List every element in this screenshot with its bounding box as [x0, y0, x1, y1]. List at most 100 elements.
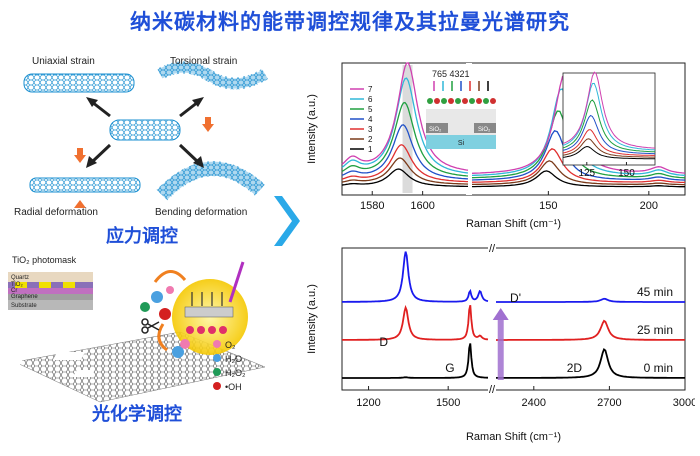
plot-frame	[341, 62, 686, 196]
uniaxial-tube	[23, 73, 135, 93]
plot-frame	[341, 247, 686, 391]
laser-beam	[228, 261, 245, 303]
stack-layer-label: Graphene	[11, 294, 38, 300]
series-line	[472, 148, 685, 184]
series-line	[342, 343, 488, 379]
series-line	[341, 62, 469, 171]
chem-legend-dot	[213, 382, 221, 390]
schematic-atom	[476, 98, 482, 104]
series-line	[342, 304, 489, 341]
x-tick-label: 1580	[360, 200, 384, 212]
y-axis-label: Intensity (a.u.)	[306, 94, 318, 164]
shift-highlight	[402, 65, 413, 193]
legend-label: 5	[368, 105, 373, 114]
schematic-layer-label: SiO₂	[478, 127, 491, 133]
inset-line	[562, 99, 656, 153]
inset-tick-label: 125	[578, 168, 595, 179]
page-title: 纳米碳材料的能带调控规律及其拉曼光谱研究	[130, 10, 570, 34]
strain-heading: 应力调控	[106, 226, 178, 247]
inset-tick-label: 150	[618, 168, 635, 179]
x-tick-label: 2700	[597, 397, 621, 409]
legend-label: 4	[368, 115, 373, 124]
chem-legend-label: H₂O	[225, 354, 242, 364]
peak-label-2D: 2D	[567, 361, 583, 375]
inset-line	[562, 114, 656, 155]
series-line	[471, 130, 686, 181]
schematic-atom	[462, 98, 468, 104]
series-label: 45 min	[637, 285, 673, 299]
schematic-atom	[448, 98, 454, 104]
series-line	[341, 101, 469, 177]
hv-label: hν	[244, 260, 255, 271]
series-line	[342, 251, 489, 303]
axis-break	[488, 245, 496, 393]
peak-label-Dprime: D'	[510, 291, 521, 305]
schematic-atom	[441, 98, 447, 104]
series-line	[341, 157, 469, 185]
series-line	[496, 297, 685, 303]
schematic-sio2	[426, 123, 448, 133]
stack-layer-label: Cr	[11, 288, 17, 294]
schematic-layer-label: SiO₂	[429, 127, 442, 133]
uniaxial-label: Uniaxial strain	[32, 56, 95, 67]
bending-label: Bending deformation	[155, 207, 248, 218]
schematic-atom	[469, 98, 475, 104]
x-tick-label: 150	[539, 200, 557, 212]
chem-legend-label: H₂O₂	[225, 368, 246, 378]
series-line	[341, 144, 468, 183]
torsional-tube	[157, 61, 269, 90]
axis-break-mark: //	[489, 243, 496, 255]
series-line	[496, 347, 685, 379]
legend-label: 3	[368, 125, 373, 134]
x-tick-label: 1500	[436, 397, 460, 409]
legend-label: 1	[368, 145, 373, 154]
radial-label: Radial deformation	[14, 207, 98, 218]
series-line	[341, 168, 468, 188]
torsional-label: Torsional strain	[170, 56, 238, 67]
stack-layer-label: Substrate	[11, 303, 37, 309]
chart-bottom: // // Intensity (a.u.) Raman Shift (cm⁻¹) 12…	[306, 243, 695, 443]
schematic-atom	[455, 98, 461, 104]
chart-top: Intensity (a.u.)Raman Shift (cm⁻¹)1580 16…	[306, 62, 686, 230]
schematic-si	[426, 135, 496, 149]
schematic-atom	[490, 98, 496, 104]
peak-label-G: G	[445, 361, 454, 375]
x-tick-label: 200	[640, 200, 658, 212]
x-tick-label: 3000	[673, 397, 695, 409]
radial-tube	[29, 177, 141, 193]
series-line	[472, 170, 685, 188]
legend-label: 2	[368, 135, 373, 144]
inset-frame	[562, 72, 656, 166]
x-axis-label: Raman Shift (cm⁻¹)	[466, 431, 561, 443]
x-axis-label: Raman Shift (cm⁻¹)	[466, 218, 561, 230]
series-line	[341, 124, 469, 180]
chem-legend-label: •OH	[225, 382, 242, 392]
stack-layer-label: Quartz	[11, 275, 29, 281]
schematic-atom	[427, 98, 433, 104]
chem-legend-label: O₂	[225, 340, 236, 350]
mask-label: TiO₂ photomask	[12, 255, 77, 265]
flow-arrow	[274, 196, 300, 246]
peak-label-D: D	[379, 335, 388, 349]
chem-legend-dot	[213, 354, 221, 362]
strain-illustration	[23, 61, 269, 208]
chem-legend-dot	[213, 368, 221, 376]
axis-break-mark: //	[489, 384, 496, 396]
x-tick-label: 1200	[356, 397, 380, 409]
x-tick-label: 2400	[522, 397, 546, 409]
pristine-tube	[109, 119, 181, 141]
stack-layer-label: TiO₂	[11, 282, 23, 288]
inset-line	[562, 145, 656, 160]
x-tick-label: 1600	[410, 200, 434, 212]
legend-label: 6	[368, 95, 373, 104]
schematic-layer-label: Si	[458, 140, 465, 147]
schematic-sio2	[474, 123, 496, 133]
series-label: 0 min	[644, 361, 673, 375]
photochem-heading: 光化学调控	[92, 404, 182, 425]
inset-line	[562, 71, 656, 149]
inset-line	[562, 129, 655, 156]
scissors-icon	[141, 318, 160, 334]
y-axis-label: Intensity (a.u.)	[306, 284, 318, 354]
series-line	[496, 319, 685, 341]
